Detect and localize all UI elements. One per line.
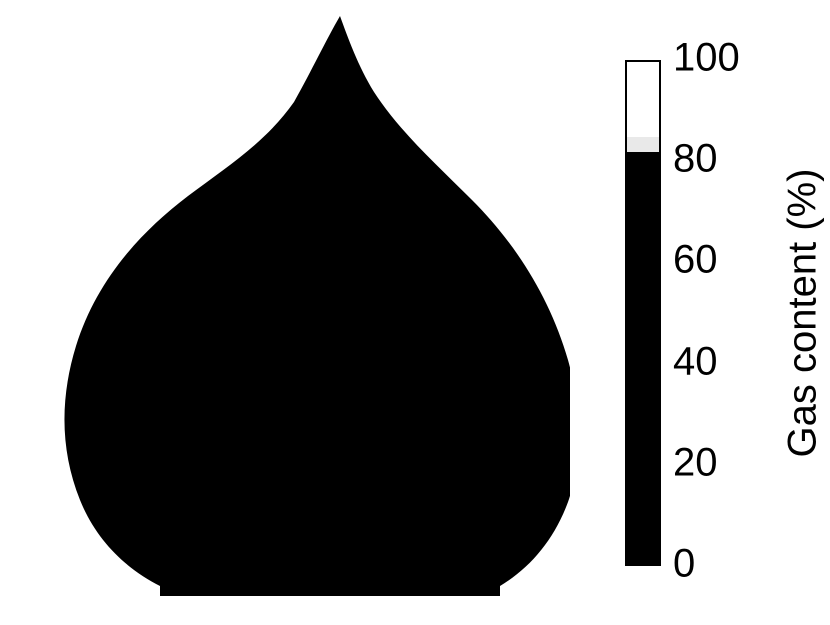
- colorbar-title: Gas content (%): [781, 168, 826, 457]
- colorbar-segment: [627, 137, 659, 152]
- colorbar-segment: [627, 62, 659, 137]
- figure-canvas: 0 20 40 60 80 100 Gas content (%): [0, 0, 830, 625]
- colorbar-tick-label: 0: [673, 541, 695, 586]
- colorbar: [625, 60, 661, 566]
- colorbar-tick-label: 20: [673, 440, 718, 485]
- colorbar-segment: [627, 152, 659, 564]
- drop-shape: [30, 10, 570, 600]
- colorbar-tick-label: 80: [673, 136, 718, 181]
- colorbar-tick-label: 100: [673, 35, 740, 80]
- drop-shape-path: [64, 16, 570, 596]
- colorbar-tick-label: 60: [673, 238, 718, 283]
- colorbar-tick-label: 40: [673, 339, 718, 384]
